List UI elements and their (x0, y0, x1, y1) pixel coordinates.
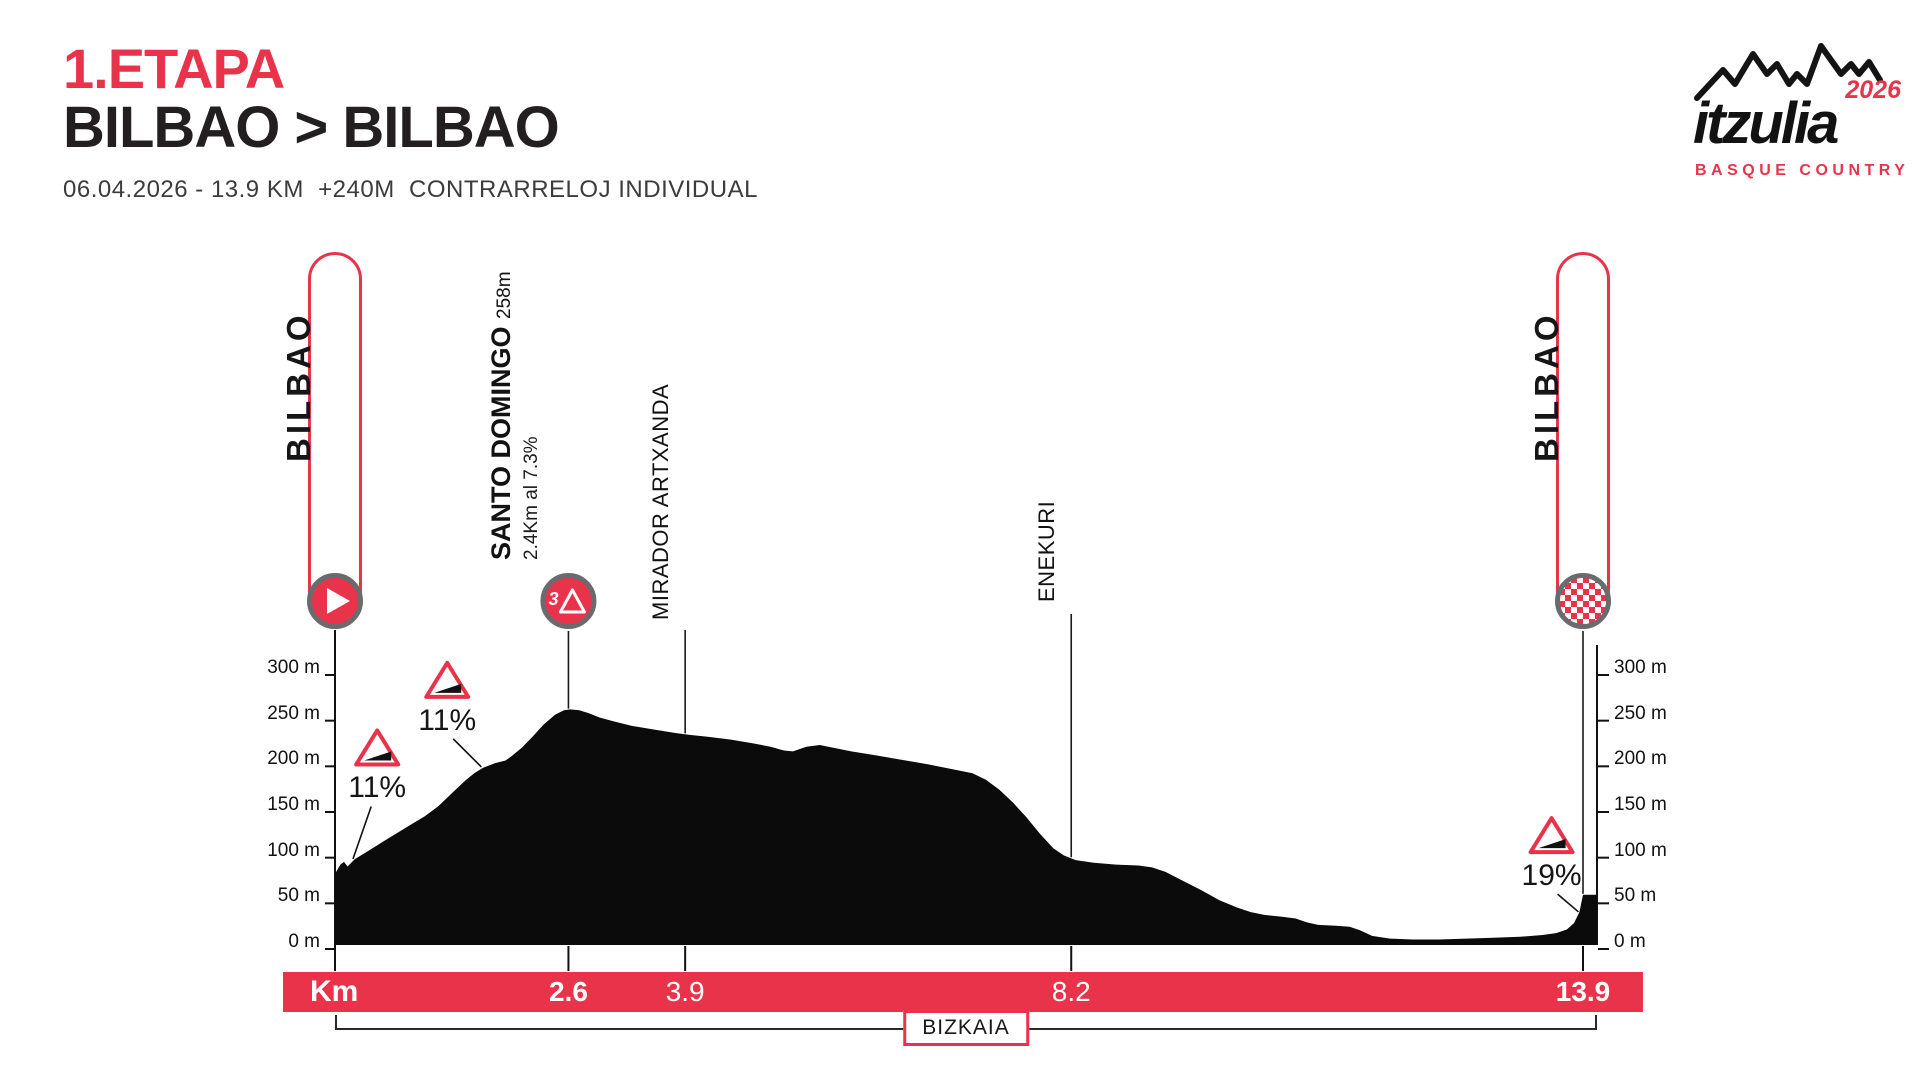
y-axis-label-right: 150 m (1614, 794, 1667, 815)
gradient-leader-line (452, 738, 482, 768)
y-axis-label-left: 50 m (277, 885, 320, 907)
y-axis-label-left: 300 m (267, 657, 320, 678)
y-axis-label-left: 0 m (288, 931, 320, 952)
waypoint-label-mirador-artxanda: MIRADOR ARTXANDA (648, 383, 674, 620)
start-pill (308, 252, 362, 629)
stage-number: 1.ETAPA (63, 37, 285, 100)
y-axis-label-right: 50 m (1614, 885, 1657, 907)
y-axis-label-left: 100 m (267, 839, 320, 861)
gradient-leader-line (352, 806, 372, 860)
gradient-slope-icon (364, 751, 392, 761)
finish-pill (1556, 252, 1610, 629)
gradient-label: 11% (348, 771, 407, 805)
climb-circle-bg (540, 573, 597, 629)
finish-label: BILBAO (1528, 311, 1565, 463)
y-axis-label-right: 300 m (1614, 657, 1667, 678)
bracket-cap-right (1595, 1015, 1597, 1030)
y-axis-label-right: 200 m (1614, 748, 1667, 770)
stage-details: 06.04.2026 - 13.9 KM +240M CONTRARRELOJ … (63, 176, 758, 203)
gradient-label: 11% (418, 703, 477, 737)
km-tick-label: 2.6 (548, 976, 588, 1007)
logo-year: 2026 (1845, 76, 1901, 104)
bracket-cap-left (335, 1015, 337, 1030)
region-label: BIZKAIA (922, 1016, 1010, 1039)
km-tick-label: 3.9 (665, 976, 705, 1007)
y-axis-label-right: 0 m (1614, 931, 1646, 952)
stage-route: BILBAO > BILBAO (63, 95, 560, 160)
logo-wordmark: itzulia (1693, 91, 1839, 156)
checkered-flag-icon (1555, 573, 1611, 629)
climb-detail: 2.4Km al 7.3% (521, 436, 543, 560)
y-axis-label-right: 250 m (1614, 702, 1667, 724)
start-circle (307, 573, 363, 629)
logo-subtitle: BASQUE COUNTRY (1695, 162, 1910, 179)
gradient-leader-line (1557, 893, 1580, 913)
y-axis-label-left: 250 m (267, 702, 320, 724)
climb-category-number: 3 (548, 589, 558, 609)
mountain-ridge-icon (1694, 43, 1883, 101)
gradient-slope-icon (434, 683, 462, 693)
itzulia-logo: 2026 itzulia BASQUE COUNTRY (1693, 40, 1905, 200)
km-tick-label: 8.2 (1051, 976, 1091, 1007)
gradient-label: 19% (1521, 859, 1582, 893)
km-tick-label: 13.9 (1555, 976, 1611, 1007)
play-icon (327, 588, 350, 614)
km-axis-bar: Km 2.6 3.9 8.2 13.9 (283, 972, 1643, 1012)
gradient-slope-icon (1538, 839, 1566, 849)
climb-elevation: 258m (494, 271, 516, 319)
waypoint-label-enekuri: ENEKURI (1034, 500, 1060, 602)
climb-label: SANTO DOMINGO 258m 2.4Km al 7.3% (486, 271, 542, 560)
finish-circle (1555, 573, 1611, 629)
category-3-climb-icon: 3 (540, 573, 597, 629)
y-axis-label-left: 200 m (267, 748, 320, 770)
y-axis-label-left: 150 m (267, 794, 320, 815)
y-axis-label-right: 100 m (1614, 839, 1667, 861)
header: 1.ETAPA BILBAO > BILBAO 06.04.2026 - 13.… (63, 40, 758, 204)
climb-name: SANTO DOMINGO 258m (486, 271, 517, 560)
profile-area (335, 709, 1597, 945)
start-label: BILBAO (280, 311, 317, 463)
region-box: BIZKAIA (903, 1010, 1029, 1046)
km-axis-unit-label: Km (310, 975, 359, 1008)
mountain-icon (558, 588, 586, 614)
